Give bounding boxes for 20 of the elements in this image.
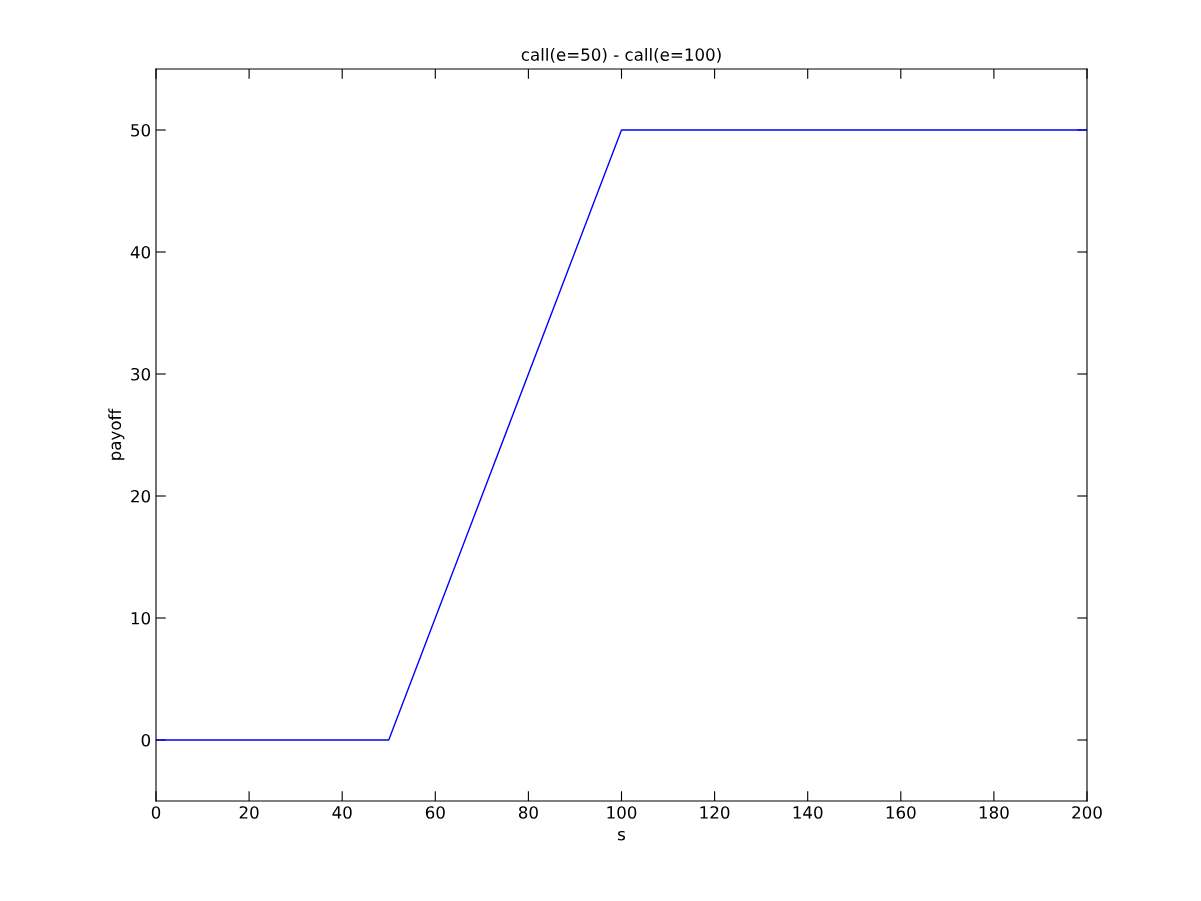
x-tick-label: 200 [1072,806,1102,819]
x-tick-label: 80 [518,806,538,819]
x-tick-label: 180 [979,806,1009,819]
y-tick-label: 30 [131,367,151,381]
y-axis-title: payoff [108,408,125,460]
y-tick-label: 0 [141,733,151,747]
x-tick-label: 120 [700,806,730,819]
x-tick-label: 20 [239,806,259,819]
chart-title: call(e=50) - call(e=100) [521,48,721,63]
x-axis-title: s [618,830,626,841]
y-tick-label: 10 [131,611,151,625]
y-tick-label: 20 [131,489,151,503]
x-tick-label: 0 [151,806,161,819]
x-tick-label: 60 [425,806,445,819]
x-tick-label: 160 [886,806,916,819]
x-tick-label: 140 [793,806,823,819]
x-tick-label: 100 [607,806,637,819]
x-tick-label: 40 [332,806,352,819]
y-tick-label: 50 [131,123,151,137]
y-tick-label: 40 [130,245,151,259]
